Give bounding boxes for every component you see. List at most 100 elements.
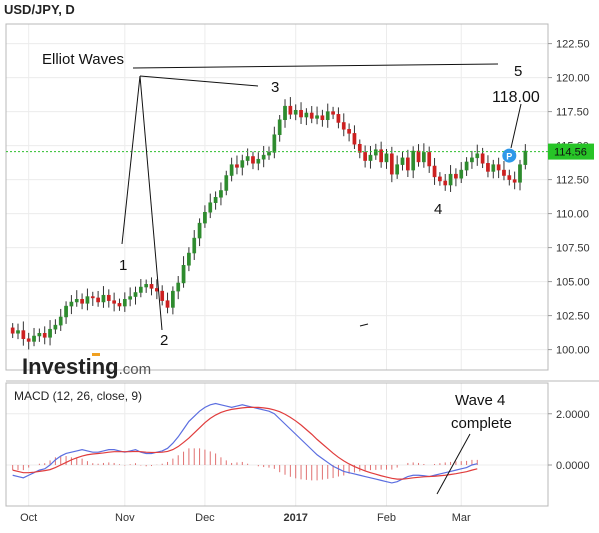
candle-body [16,330,20,334]
annotation-label: 5 [514,63,522,80]
candle-body [53,324,58,330]
price-tick-label: 122.50 [556,39,590,51]
annotation-pointer [132,63,499,69]
candle-body [261,154,266,160]
macd-lines [12,402,478,484]
candle-body [112,300,116,304]
candle-body [256,158,261,164]
candle-body [325,111,330,121]
candle-body [507,175,512,180]
candle-body [400,157,405,165]
candle-body [373,149,378,156]
candle-body [448,173,453,186]
candle-body [288,105,293,115]
investing-logo: Investing.com [22,353,151,379]
macd-tick-label: 2.0000 [556,409,590,421]
current-price-tag [548,143,594,160]
candle-body [486,163,490,172]
candle-body [26,338,31,342]
annotation-pointer [510,103,522,149]
candle-body [427,152,432,167]
candle-body [491,164,496,172]
candle-body [58,316,63,326]
candle-body [454,173,458,179]
candle-body [405,157,410,171]
candle-body [106,294,111,301]
candle-body [187,252,191,266]
candle-body [213,197,218,203]
candle-body [459,169,464,179]
candle-body [309,112,314,119]
candle-body [219,190,223,198]
candle-body [122,299,127,307]
current-price-label: 114.56 [554,147,587,159]
price-grid [6,24,548,370]
candle-body [90,296,95,299]
candle-body [416,150,421,163]
price-tick-label: 120.00 [556,73,590,85]
annotation-pointer [139,75,259,87]
candle-body [37,333,42,337]
price-tick-label: 100.00 [556,345,590,357]
axes: 122.50120.00117.50115.00112.50110.00107.… [5,23,599,524]
chart-title: USD/JPY, D [4,2,75,17]
candle-body [518,164,522,183]
candle-body [496,164,501,171]
candle-body [48,328,52,338]
macd-annotation-label: complete [451,415,512,432]
candle-body [245,156,250,161]
candle-body [128,296,133,300]
logo-suffix: .com [119,361,152,378]
x-tick-label: Feb [377,512,396,524]
candle-body [64,305,68,318]
annotation-pointer [139,75,163,331]
price-tick-label: 102.50 [556,311,590,323]
x-tick-label: Nov [115,512,135,524]
candle-body [320,115,325,121]
candle-body [251,156,255,164]
candle-body [101,294,106,303]
annotation-label: 3 [271,79,279,96]
candle-body [293,109,298,115]
candle-body [176,282,181,292]
macd-title: MACD (12, 26, close, 9) [14,389,142,403]
macd-annotation-label: Wave 4 [455,392,505,409]
annotation-pointer [121,75,141,245]
candle-body [438,176,442,182]
candle-body [197,222,202,239]
candle-body [357,143,362,153]
price-tick-label: 117.50 [556,107,589,119]
annotation-label: 1 [119,257,127,274]
candle-body [133,292,138,297]
candle-body [315,115,319,119]
candle-body [283,105,287,121]
candle-body [277,119,282,135]
logo-text: Investing.com [22,354,151,379]
candle-body [224,175,229,191]
candle-body [336,114,341,123]
candle-body [470,157,474,163]
candle-body [203,211,207,224]
annotations: Elliot Waves 1 2 3 4 5 118.00 Wave 4 complete Inv… [22,51,540,495]
candle-body [42,333,47,338]
macd-series-line [12,406,478,480]
candle-body [267,152,271,156]
macd-annotation-pointer [436,433,471,495]
position-marker-icon [502,148,517,163]
candle-body [80,299,84,304]
x-tick-label: 2017 [283,512,307,524]
candle-body [395,164,400,175]
candle-body [347,129,351,134]
candle-body [523,150,528,165]
candle-body [74,299,79,303]
candle-body [384,153,389,163]
candle-body [85,296,90,304]
candle-body [229,164,234,176]
candle-body [480,153,485,164]
candle-body [422,152,426,163]
annotation-label: 2 [160,332,168,349]
candle-body [299,109,303,118]
candle-body [272,134,277,153]
candle-body [10,327,15,334]
